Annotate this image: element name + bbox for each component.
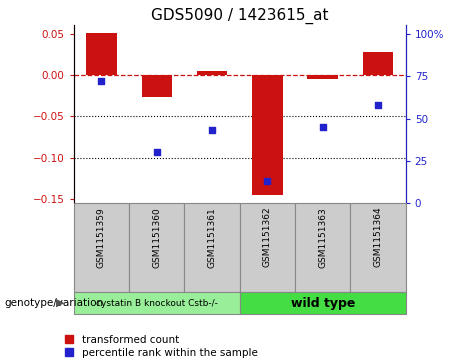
Bar (197, 71, 227, 75)
Text: cystatin B knockout Cstb-/-: cystatin B knockout Cstb-/- (96, 299, 218, 307)
Title: GDS5090 / 1423615_at: GDS5090 / 1423615_at (151, 8, 329, 24)
Point (374, 102, 382, 108)
Bar (74, 203, 129, 292)
Text: GSM1151363: GSM1151363 (318, 207, 327, 268)
Bar (363, 52, 393, 75)
Bar (307, 75, 338, 79)
Bar (142, 75, 172, 97)
Bar (184, 203, 240, 292)
Point (264, 178, 271, 184)
Bar (74, 292, 240, 314)
Bar (240, 203, 295, 292)
Text: GSM1151362: GSM1151362 (263, 207, 272, 268)
Bar (295, 203, 350, 292)
Bar (86, 33, 117, 75)
Point (208, 127, 216, 133)
Text: GSM1151359: GSM1151359 (97, 207, 106, 268)
Point (153, 150, 160, 155)
Bar (129, 203, 184, 292)
Text: GSM1151360: GSM1151360 (152, 207, 161, 268)
Text: wild type: wild type (290, 297, 355, 310)
Text: GSM1151364: GSM1151364 (373, 207, 383, 268)
Bar (350, 203, 406, 292)
Text: genotype/variation: genotype/variation (5, 298, 104, 308)
Bar (252, 75, 283, 195)
Text: ▶: ▶ (56, 298, 64, 308)
Legend: transformed count, percentile rank within the sample: transformed count, percentile rank withi… (65, 335, 258, 358)
Point (98, 78, 105, 84)
Bar (240, 292, 406, 314)
Text: GSM1151361: GSM1151361 (207, 207, 217, 268)
Point (319, 124, 326, 130)
